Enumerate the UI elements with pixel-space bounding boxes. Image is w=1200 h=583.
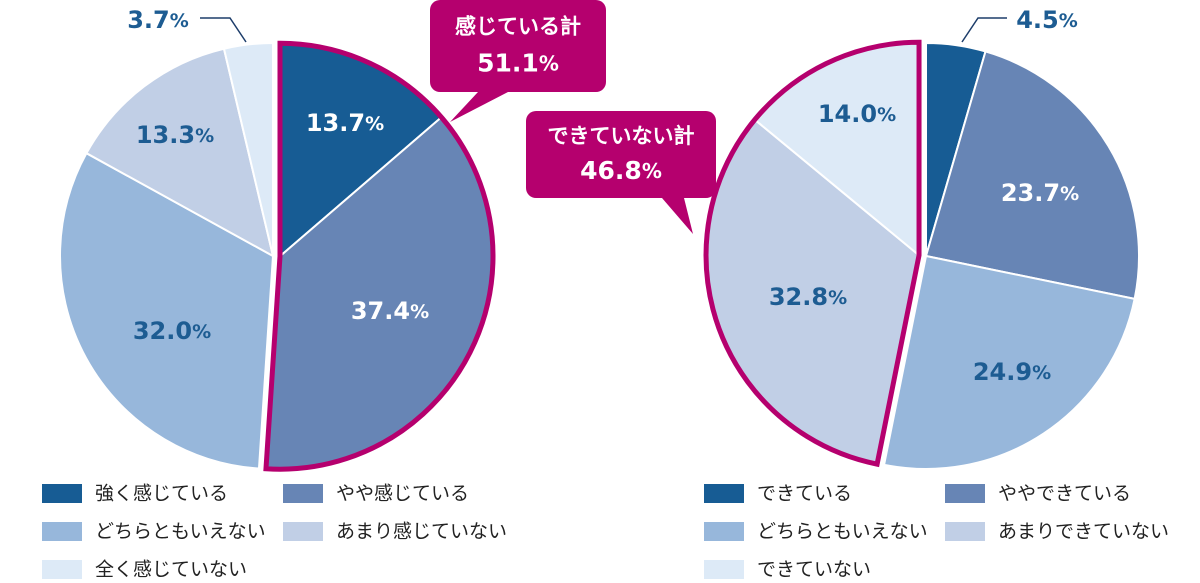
- slice-label-3-unit: %: [192, 321, 211, 343]
- legend-swatch: [704, 522, 744, 541]
- legend-label: 強く感じている: [95, 483, 228, 505]
- highlight-callout: 感じている計 51.1%: [430, 0, 606, 122]
- slice-label-1: 13.7%: [306, 109, 384, 137]
- callout-title: 感じている計: [455, 15, 581, 39]
- callout-box: [430, 0, 606, 92]
- slice-label-2-unit: %: [410, 301, 429, 323]
- slice-label-1-value: 13.7: [306, 109, 365, 137]
- pie-slice-5: [222, 41, 274, 257]
- leader-line: [200, 17, 247, 43]
- legend-swatch: [283, 522, 323, 541]
- legend-label: どちらともいえない: [757, 521, 928, 543]
- callout-title: できていない計: [548, 124, 695, 148]
- legend-item-2: やや感じている: [283, 483, 469, 505]
- slice-label-1: 4.5%: [1016, 6, 1078, 34]
- callout-box: [526, 111, 716, 198]
- slice-label-5: 3.7%: [127, 6, 189, 34]
- slice-label-1-unit: %: [365, 113, 384, 135]
- legend-item-5: 全く感じていない: [42, 559, 247, 581]
- callout-value-value: 46.8: [580, 156, 642, 185]
- legend-swatch: [42, 522, 82, 541]
- slice-label-1-value: 4.5: [1016, 6, 1059, 34]
- slice-label-2-unit: %: [1060, 183, 1079, 205]
- slice-label-2: 23.7%: [1001, 179, 1079, 207]
- legend-item-1: できている: [704, 483, 852, 505]
- highlight-callout: できていない計 46.8%: [526, 111, 716, 234]
- legend-label: できている: [757, 483, 852, 505]
- slice-label-5-value: 3.7: [127, 6, 170, 34]
- slice-label-2-value: 23.7: [1001, 179, 1060, 207]
- leader-line: [961, 17, 1007, 43]
- legend-label: 全く感じていない: [95, 559, 247, 581]
- slice-label-5-value: 14.0: [818, 100, 877, 128]
- highlight-outline: [263, 40, 496, 472]
- pie-slice-3: [59, 151, 275, 470]
- slice-label-4-value: 13.3: [136, 121, 195, 149]
- legend-swatch: [704, 484, 744, 503]
- slice-label-2: 37.4%: [351, 297, 429, 325]
- pie-slice-4: [85, 47, 275, 258]
- slice-label-4: 32.8%: [769, 283, 847, 311]
- slice-label-1-unit: %: [1059, 10, 1078, 32]
- legend-item-4: あまりできていない: [945, 521, 1169, 543]
- slice-label-3: 32.0%: [133, 317, 211, 345]
- legend-item-5: できていない: [704, 559, 871, 581]
- slice-label-3-value: 24.9: [973, 358, 1032, 386]
- callout-value-unit: %: [642, 158, 662, 182]
- slice-label-4-unit: %: [828, 287, 847, 309]
- slice-label-3-unit: %: [1032, 362, 1051, 384]
- legend-item-3: どちらともいえない: [42, 521, 266, 543]
- slice-label-4-value: 32.8: [769, 283, 828, 311]
- callout-value: 51.1%: [477, 48, 559, 77]
- slice-label-4-unit: %: [195, 125, 214, 147]
- slice-label-3-value: 32.0: [133, 317, 192, 345]
- legend-label: できていない: [757, 559, 871, 581]
- callout-value: 46.8%: [580, 156, 662, 185]
- slice-label-5-unit: %: [170, 10, 189, 32]
- legend-swatch: [945, 484, 985, 503]
- legend-label: やや感じている: [336, 483, 469, 505]
- callout-tail: [662, 198, 693, 234]
- pie-slice-3: [882, 254, 1136, 470]
- callout-tail: [450, 92, 508, 122]
- slice-label-5-unit: %: [877, 104, 896, 126]
- legend-item-4: あまり感じていない: [283, 521, 507, 543]
- callout-value-value: 51.1: [477, 48, 539, 77]
- legend-label: どちらともいえない: [95, 521, 266, 543]
- legend-item-2: ややできている: [945, 483, 1131, 505]
- legend-item-3: どちらともいえない: [704, 521, 928, 543]
- legend-swatch: [945, 522, 985, 541]
- legend-label: ややできている: [998, 483, 1131, 505]
- highlight-outline: [703, 39, 922, 468]
- legend-label: あまり感じていない: [336, 521, 507, 543]
- callout-value-unit: %: [539, 51, 559, 75]
- slice-label-3: 24.9%: [973, 358, 1051, 386]
- slice-label-4: 13.3%: [136, 121, 214, 149]
- legend-swatch: [283, 484, 323, 503]
- slice-label-2-value: 37.4: [351, 297, 410, 325]
- legend-swatch: [42, 560, 82, 579]
- pie-slice-2: [924, 50, 1140, 301]
- legend-swatch: [704, 560, 744, 579]
- legend-swatch: [42, 484, 82, 503]
- legend-label: あまりできていない: [998, 521, 1169, 543]
- legend-item-1: 強く感じている: [42, 483, 228, 505]
- slice-label-5: 14.0%: [818, 100, 896, 128]
